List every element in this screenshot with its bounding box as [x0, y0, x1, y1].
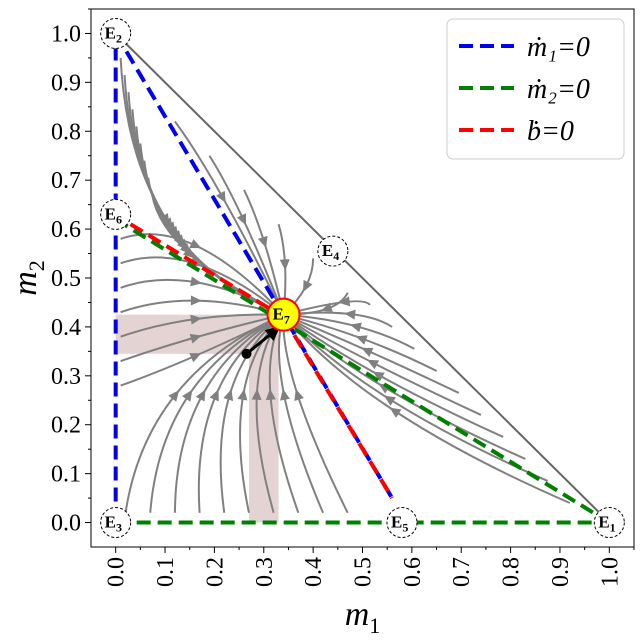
equilibrium-label: E5 [391, 513, 408, 535]
stream-arrow [355, 335, 368, 345]
x-tick-label: 0.9 [548, 557, 574, 587]
equilibrium-marker [100, 507, 132, 539]
legend-box [446, 18, 625, 160]
equilibrium-marker [100, 198, 132, 230]
stream-arrow [349, 322, 362, 333]
stream-arrow [279, 259, 290, 271]
y-tick-label: 0.8 [51, 119, 81, 145]
stream-arrow [168, 390, 180, 402]
x-tick-label: 0.8 [499, 557, 525, 587]
legend-label: ṁ₂=0 [527, 74, 590, 105]
simplex-hypotenuse [114, 32, 611, 524]
streamline [282, 314, 549, 482]
stream-arrow [209, 389, 219, 402]
stream-arrow [265, 388, 276, 401]
stream-arrow [190, 314, 202, 325]
axis-ticks: 0.0 0.1 0.2 0.3 0.4 0.5 0.6 0.7 0.8 0.9 1.0 0.0 0.1 0… [51, 8, 635, 587]
equilibrium-marker [100, 17, 132, 49]
stream-arrow [383, 395, 396, 406]
stream-arrow [223, 389, 234, 401]
y-tick-label: 0.1 [51, 462, 81, 488]
streamline [139, 143, 284, 316]
streamlines [119, 57, 571, 514]
y-tick-label: 0.6 [51, 217, 81, 243]
stream-arrow [251, 388, 262, 401]
stream-arrow [294, 389, 304, 402]
streamline [282, 313, 526, 460]
equilibrium-label: E4 [322, 241, 339, 263]
stream-arrow [302, 279, 313, 293]
nullcline-segment [114, 217, 611, 525]
equilibrium-marker [593, 507, 625, 539]
x-tick-label: 0.0 [104, 557, 130, 587]
stream-arrow [237, 388, 248, 401]
legend-label: ḃ=0 [527, 116, 574, 147]
x-tick-label: 1.0 [597, 557, 623, 587]
x-axis-label: m1 [345, 596, 381, 638]
stream-arrow [367, 359, 380, 370]
simplex-edge [114, 32, 611, 524]
stream-arrow [189, 238, 202, 249]
streamline [283, 313, 460, 394]
stream-arrow [182, 389, 193, 402]
y-tick-label: 0.3 [51, 364, 81, 390]
nullclines [113, 32, 611, 525]
highlight-band-m1 [248, 353, 279, 523]
y-tick-label: 0.7 [51, 168, 81, 194]
equilibrium-marker [386, 507, 418, 539]
nullcline-segment [281, 316, 394, 500]
x-tick-label: 0.2 [202, 557, 228, 587]
stream-arrow [189, 333, 202, 344]
streamline [135, 126, 284, 316]
equilibrium-marker [317, 235, 349, 267]
y-tick-label: 0.9 [51, 70, 81, 96]
x-tick-label: 0.5 [351, 557, 377, 587]
y-tick-label: 1.0 [51, 21, 81, 47]
stream-arrow [389, 407, 402, 418]
y-tick-label: 0.5 [51, 266, 81, 292]
y-tick-label: 0.4 [51, 315, 81, 341]
stream-arrow [344, 309, 356, 320]
stream-arrow [195, 389, 206, 402]
y-axis-label: m2 [7, 260, 49, 296]
x-tick-label: 0.6 [400, 557, 426, 587]
equilibrium-marker-stable [266, 297, 301, 332]
stream-arrow [257, 235, 268, 248]
equilibrium-label: E2 [105, 23, 122, 45]
nullcline-segment [113, 32, 394, 500]
y-tick-label: 0.0 [51, 511, 81, 537]
stream-arrow [182, 247, 195, 259]
stream-arrow [215, 190, 226, 203]
equilibria: E1 E2 E3 E4 E5 E6 E7 [100, 17, 625, 539]
legend-label: ṁ₁=0 [527, 32, 590, 63]
x-tick-label: 0.4 [301, 557, 327, 587]
legend: ṁ₁=0 ṁ₂=0 ḃ=0 [446, 18, 625, 160]
stream-arrow [236, 213, 247, 226]
equilibrium-label: E6 [105, 204, 122, 226]
equilibrium-label: E1 [598, 513, 615, 535]
equilibrium-label: E7 [273, 305, 290, 327]
y-tick-label: 0.2 [51, 413, 81, 439]
stream-arrow [190, 276, 202, 287]
x-tick-label: 0.1 [153, 557, 179, 587]
stream-arrow [189, 353, 202, 363]
stream-arrow [320, 302, 333, 313]
trajectory-start-dot [241, 348, 252, 359]
stream-arrow [372, 371, 385, 382]
stream-arrow [190, 295, 202, 306]
stream-arrow [361, 347, 374, 357]
nullcline-segment [129, 222, 285, 319]
x-tick-label: 0.7 [449, 557, 475, 587]
stream-arrow [338, 296, 351, 307]
stream-arrow [280, 388, 290, 401]
equilibrium-label: E3 [105, 513, 122, 535]
x-tick-label: 0.3 [252, 557, 278, 587]
